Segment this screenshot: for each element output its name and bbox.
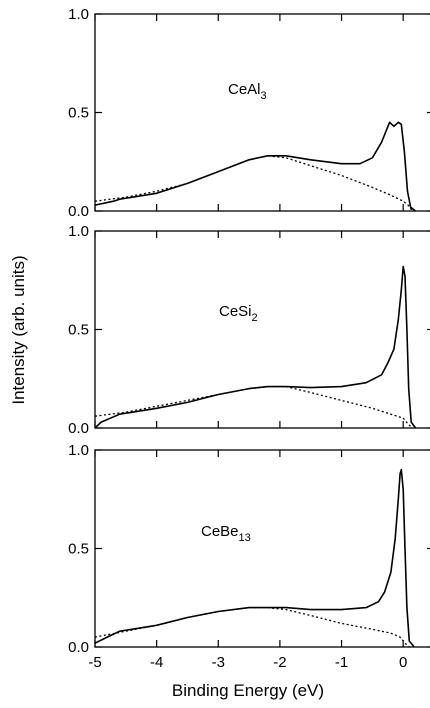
compound-label-subscript: 13: [239, 532, 251, 544]
compound-label-subscript: 2: [252, 312, 258, 324]
plot-frame-3: [94, 449, 430, 648]
y-tick-label: 0.5: [68, 322, 89, 339]
background-fit-line: [94, 155, 413, 212]
compound-label: CeBe13: [201, 523, 251, 544]
spectrum-line: [94, 468, 415, 648]
x-axis-title: Binding Energy (eV): [172, 681, 324, 700]
y-axis-title: Intensity (arb. units): [9, 255, 28, 404]
y-tick-label: 0.0: [68, 420, 89, 437]
compound-label-subscript: 3: [261, 90, 267, 102]
x-tick-label: -5: [88, 654, 101, 671]
x-tick-label: 0: [399, 654, 407, 671]
x-tick-label: -2: [273, 654, 286, 671]
compound-label-base: CeSi: [219, 303, 252, 320]
compound-label: CeAl3: [228, 81, 267, 102]
spectrum-line: [94, 265, 417, 429]
y-tick-label: 1.0: [68, 6, 89, 23]
y-tick-label: 0.0: [68, 203, 89, 220]
panels-group: 0.0 0.5 1.0 CeAl3 0.0 0.5 1.0 CeSi2 0.0 0.5 1.0 -5 -…: [68, 6, 430, 671]
plot-frame-1: [94, 13, 430, 212]
y-tick-label: 1.0: [68, 442, 89, 459]
compound-label: CeSi2: [219, 303, 258, 324]
compound-label-base: CeBe: [201, 523, 239, 540]
y-tick-label: 0.0: [68, 639, 89, 656]
x-tick-label: -3: [212, 654, 225, 671]
y-tick-label: 0.5: [68, 105, 89, 122]
background-fit-line: [94, 606, 410, 648]
x-tick-label: -1: [335, 654, 348, 671]
spectrum-line: [94, 121, 416, 212]
plot-frame-2: [94, 230, 430, 429]
compound-label-base: CeAl: [228, 81, 261, 98]
y-tick-label: 1.0: [68, 223, 89, 240]
background-fit-line: [94, 385, 413, 429]
x-tick-label: -4: [150, 654, 163, 671]
y-tick-label: 0.5: [68, 541, 89, 558]
